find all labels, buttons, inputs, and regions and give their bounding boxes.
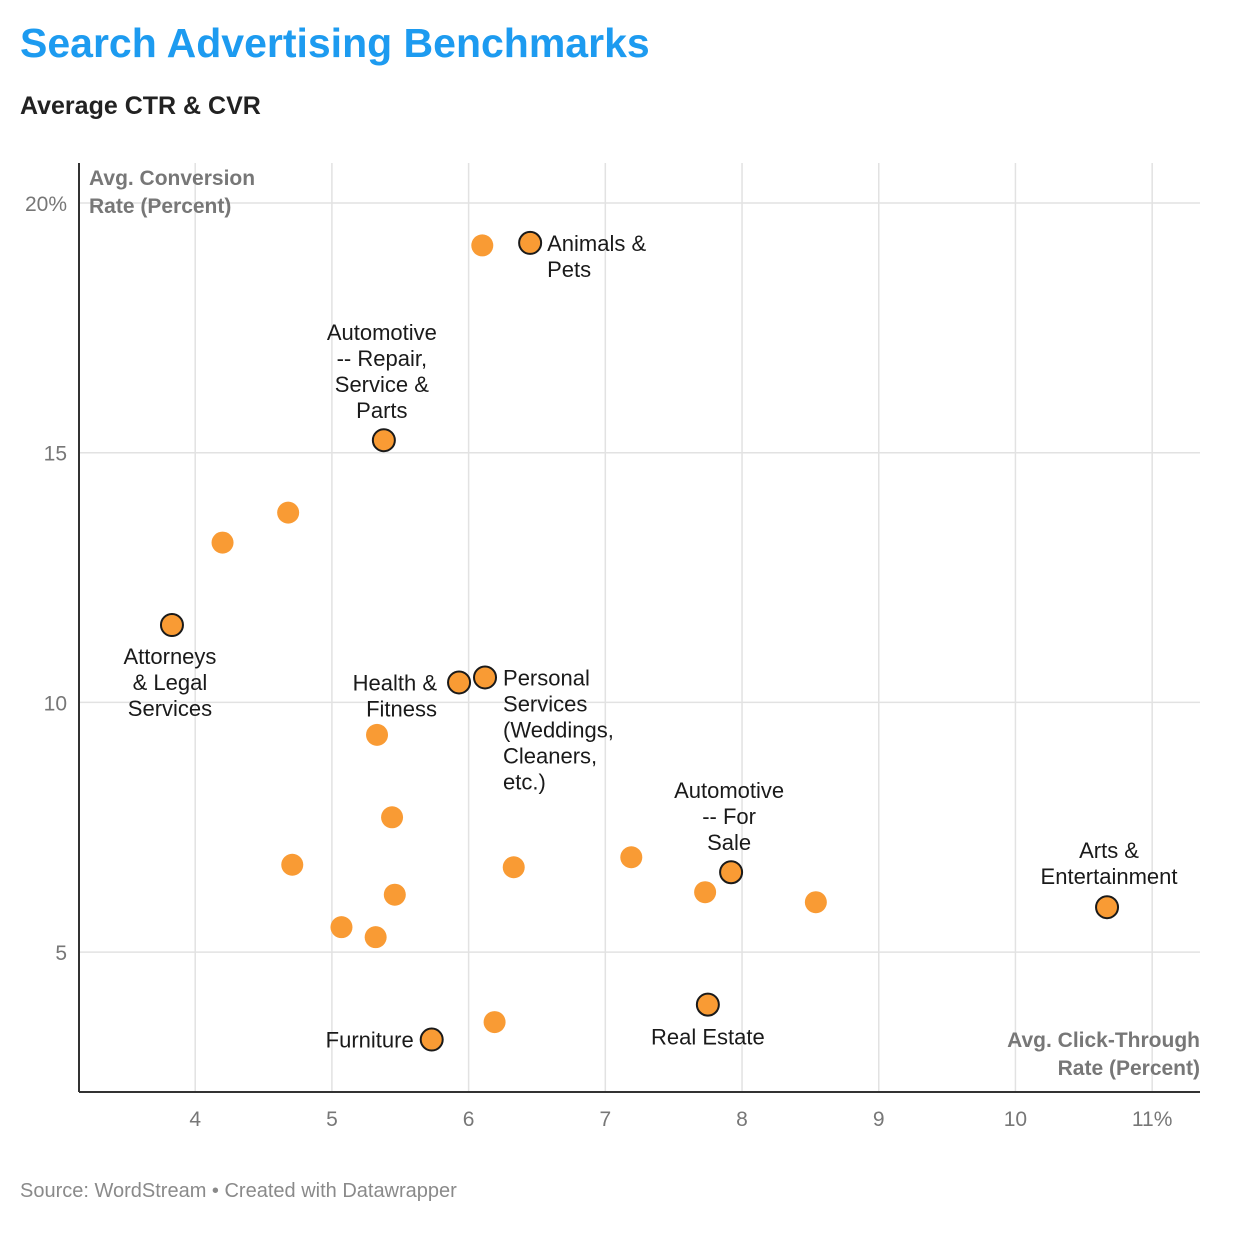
point-label: Cleaners,	[503, 743, 597, 768]
point-label: Sale	[707, 830, 751, 855]
point-label: Automotive	[327, 320, 437, 345]
y-axis-title: Avg. Conversion	[89, 167, 255, 190]
x-tick-label: 9	[873, 1108, 885, 1131]
highlighted-data-point	[447, 670, 472, 695]
data-point	[281, 853, 304, 876]
point-label: Attorneys	[123, 644, 216, 669]
highlighted-data-point	[695, 992, 720, 1017]
y-tick-label: 5	[55, 942, 67, 965]
highlighted-data-point	[1095, 895, 1120, 920]
y-tick-label: 20%	[25, 193, 67, 216]
point-label: Service &	[335, 372, 429, 397]
point-label: Furniture	[326, 1028, 414, 1053]
data-point	[277, 501, 300, 524]
point-label: Services	[503, 691, 587, 716]
point-label: (Weddings,	[503, 717, 614, 742]
point-label: Pets	[547, 257, 591, 282]
point-label: Automotive	[674, 778, 784, 803]
data-point	[364, 926, 387, 949]
data-point	[502, 856, 525, 879]
point-label: Arts &	[1079, 838, 1139, 863]
point-label: Entertainment	[1041, 864, 1178, 889]
data-point	[211, 531, 234, 554]
point-label: Services	[128, 696, 212, 721]
point-label: Fitness	[366, 696, 437, 721]
data-point	[383, 883, 406, 906]
point-label: Parts	[356, 398, 407, 423]
y-tick-label: 15	[44, 443, 67, 466]
data-point	[804, 891, 827, 914]
x-tick-label: 8	[736, 1108, 748, 1131]
highlighted-data-point	[159, 613, 184, 638]
y-axis-title: Rate (Percent)	[89, 195, 231, 218]
data-point	[694, 881, 717, 904]
x-axis-title: Rate (Percent)	[1058, 1057, 1200, 1080]
x-tick-label: 4	[189, 1108, 201, 1131]
data-point	[381, 806, 404, 829]
highlighted-data-point	[473, 665, 498, 690]
data-point	[366, 723, 389, 746]
x-tick-label: 11%	[1132, 1108, 1172, 1131]
point-label: Real Estate	[651, 1025, 765, 1050]
chart-title: Search Advertising Benchmarks	[20, 20, 650, 66]
chart-subtitle: Average CTR & CVR	[20, 92, 261, 120]
point-label: & Legal	[133, 670, 208, 695]
highlighted-data-point	[371, 428, 396, 453]
point-label: -- Repair,	[337, 346, 427, 371]
point-label: Health &	[353, 670, 438, 695]
point-label: -- For	[702, 804, 756, 829]
point-label: etc.)	[503, 769, 546, 794]
highlighted-data-point	[419, 1027, 444, 1052]
data-point	[483, 1011, 506, 1034]
data-points	[159, 230, 1120, 1052]
highlighted-data-point	[518, 230, 543, 255]
axes: 4 5 6 7 8 9 10 11% 5 10 15 20%	[25, 163, 1200, 1131]
y-tick-label: 10	[44, 692, 67, 715]
data-point	[471, 234, 494, 257]
grid-lines	[79, 163, 1200, 1092]
scatter-chart: 4 5 6 7 8 9 10 11% 5 10 15 20% Avg. Conversion Rate …	[25, 163, 1200, 1131]
point-label: Personal	[503, 665, 590, 690]
point-label: Animals &	[547, 231, 646, 256]
data-point	[330, 916, 353, 939]
highlighted-data-point	[719, 860, 744, 885]
x-tick-label: 10	[1004, 1108, 1027, 1131]
axis-titles: Avg. Conversion Rate (Percent) Avg. Click-…	[89, 167, 1200, 1080]
data-point	[620, 846, 643, 869]
x-tick-label: 5	[326, 1108, 338, 1131]
x-axis-title: Avg. Click-Through	[1007, 1029, 1200, 1052]
x-tick-label: 6	[463, 1108, 475, 1131]
source-note: Source: WordStream • Created with Datawr…	[20, 1180, 457, 1202]
x-tick-label: 7	[599, 1108, 611, 1131]
